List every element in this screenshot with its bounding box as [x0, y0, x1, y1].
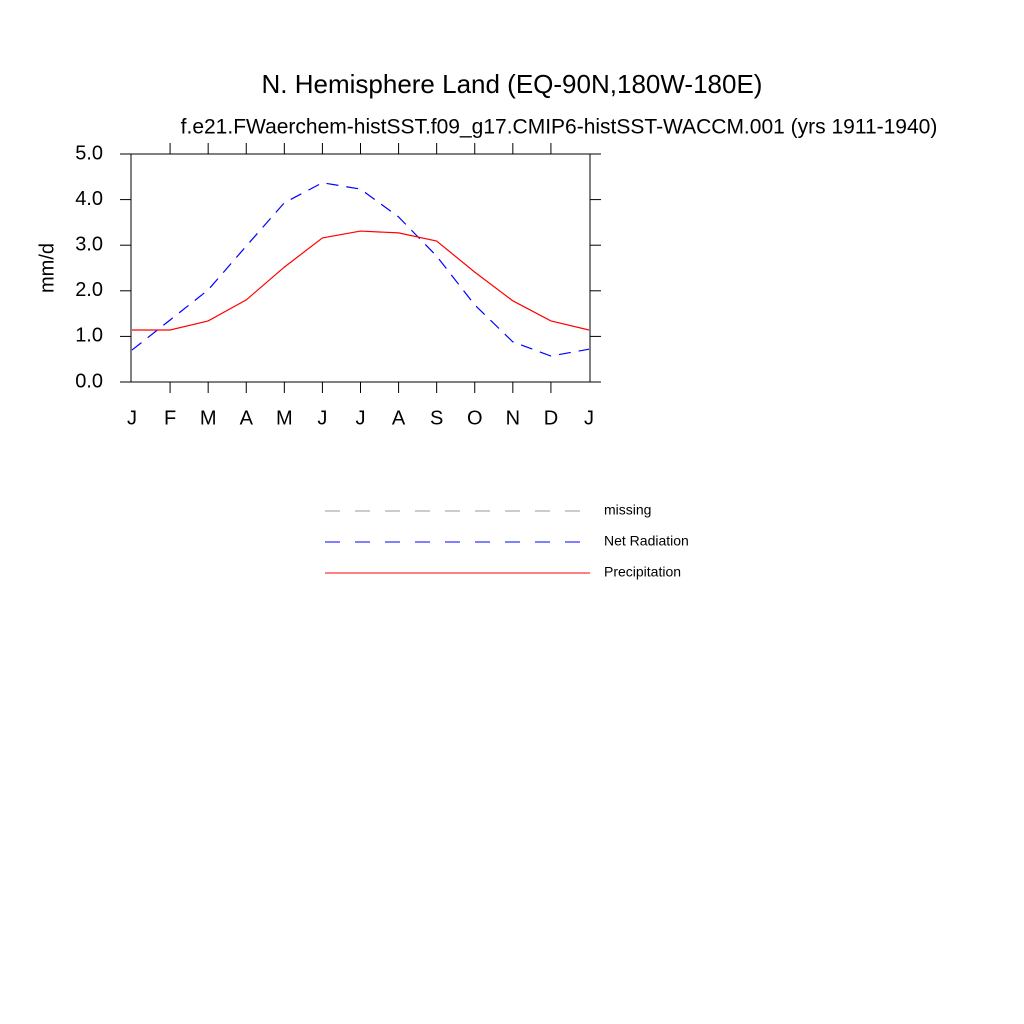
series-line [131, 182, 590, 357]
chart-title: N. Hemisphere Land (EQ-90N,180W-180E) [262, 69, 763, 99]
y-tick-label: 5.0 [75, 142, 103, 164]
y-tick-label: 4.0 [75, 188, 103, 210]
legend-label: missing [604, 502, 651, 518]
y-axis-label: mm/d [36, 243, 58, 293]
legend-label: Precipitation [604, 564, 681, 580]
x-tick-label: J [356, 407, 366, 429]
x-tick-label: F [164, 407, 176, 429]
x-tick-label: A [392, 407, 406, 429]
x-tick-label: A [240, 407, 254, 429]
x-tick-label: M [200, 407, 217, 429]
y-tick-label: 2.0 [75, 279, 103, 301]
x-tick-label: N [506, 407, 520, 429]
x-tick-label: S [430, 407, 443, 429]
plot-frame [130, 153, 591, 383]
chart-subtitle: f.e21.FWaerchem-histSST.f09_g17.CMIP6-hi… [181, 116, 938, 139]
x-tick-label: J [584, 407, 594, 429]
legend-label: Net Radiation [604, 533, 689, 549]
y-tick-label: 0.0 [75, 370, 103, 392]
x-tick-label: J [317, 407, 327, 429]
x-tick-label: J [127, 407, 137, 429]
x-tick-label: M [276, 407, 293, 429]
y-tick-label: 3.0 [75, 233, 103, 255]
x-tick-label: O [467, 407, 483, 429]
series-line [132, 230, 590, 331]
y-tick-label: 1.0 [75, 325, 103, 347]
x-tick-label: D [544, 407, 558, 429]
